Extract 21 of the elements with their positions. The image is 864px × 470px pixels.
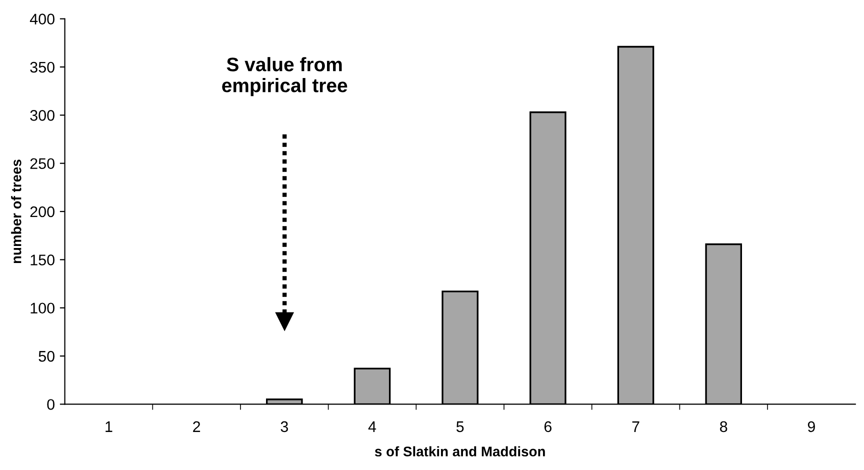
x-tick-label: 9 <box>808 421 815 432</box>
y-tick-label: 150 <box>30 254 54 266</box>
x-tick-label: 4 <box>368 421 376 432</box>
x-tick-label: 2 <box>193 421 200 432</box>
y-tick-label: 50 <box>38 350 54 362</box>
x-axis-title: s of Slatkin and Maddison <box>374 446 545 456</box>
x-tick-label: 5 <box>456 421 464 432</box>
x-tick-label: 6 <box>544 421 552 432</box>
y-tick-label: 350 <box>30 62 54 73</box>
x-tick-label: 8 <box>720 421 728 432</box>
x-tick-label: 7 <box>632 421 640 432</box>
y-tick-label: 400 <box>30 14 54 24</box>
x-tick-label: 1 <box>106 421 112 432</box>
annotation: S value from empirical tree <box>222 57 348 96</box>
x-tick-label: 3 <box>280 421 288 432</box>
y-tick-label: 0 <box>47 399 54 410</box>
y-axis-title: number of trees <box>11 160 22 264</box>
y-tick-label: 100 <box>30 302 54 314</box>
y-tick-label: 250 <box>30 158 54 170</box>
y-tick-label: 200 <box>30 206 54 218</box>
y-tick-label: 300 <box>30 110 54 121</box>
